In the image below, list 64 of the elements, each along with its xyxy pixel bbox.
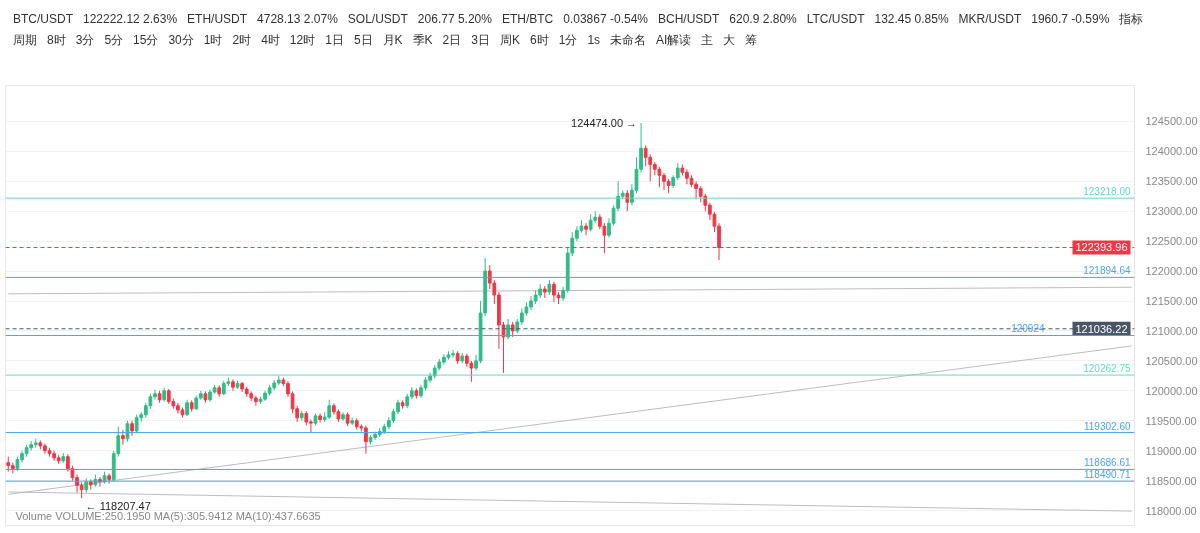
y-tick-label: 123000.00 <box>1145 205 1198 218</box>
ref-line-label: 120924 <box>1011 323 1045 335</box>
text: 主 <box>701 32 714 50</box>
text: 1日 <box>325 32 344 50</box>
text: 0.03867 -0.54% <box>563 11 648 28</box>
text: AI解读 <box>656 32 692 50</box>
text: MKR/USDT <box>958 11 1022 28</box>
y-tick-label: 121000.00 <box>1145 324 1198 337</box>
ref-line-label: 119302.60 <box>1083 420 1131 432</box>
text: 月K <box>382 32 403 50</box>
y-tick-label: 123500.00 <box>1145 175 1198 188</box>
y-tick-label: 118500.00 <box>1145 474 1197 487</box>
text: 周K <box>499 32 520 50</box>
text: 4时 <box>261 32 280 50</box>
text: 季K <box>412 32 433 50</box>
text: 大 <box>723 32 736 50</box>
ref-line-label: 121894.64 <box>1083 265 1131 277</box>
text: 3日 <box>471 32 490 50</box>
text: 未命名 <box>610 32 647 50</box>
text: SOL/USDT <box>347 11 408 28</box>
ref-line-label: 118490.71 <box>1083 469 1131 481</box>
text: 1分 <box>558 32 578 50</box>
text: 132.45 0.85% <box>874 11 949 28</box>
y-tick-label: 124000.00 <box>1145 145 1198 158</box>
y-tick-label: 122000.00 <box>1145 265 1198 278</box>
text: 3分 <box>75 32 95 50</box>
text: 122222.12 2.63% <box>83 11 178 28</box>
text: ETH/USDT <box>187 11 248 28</box>
y-tick-label: 119500.00 <box>1145 414 1197 427</box>
text: 12时 <box>289 32 316 50</box>
text: 4728.13 2.07% <box>257 11 338 28</box>
y-tick-label: 122500.00 <box>1145 235 1198 248</box>
text: 1时 <box>203 32 223 50</box>
text: 5日 <box>353 32 373 50</box>
ref-line-label: 121036.22 <box>1075 322 1128 335</box>
text: 206.77 5.20% <box>417 11 492 28</box>
text: 1s <box>587 32 601 50</box>
text: 筹 <box>745 32 758 50</box>
ref-line-label: 118686.61 <box>1083 457 1131 469</box>
text: BCH/USDT <box>658 11 720 28</box>
text: 620.9 2.80% <box>729 11 797 28</box>
ref-line-label: 123218.00 <box>1083 186 1131 198</box>
y-tick-label: 118000.00 <box>1145 504 1197 517</box>
text: 1960.7 -0.59% <box>1031 11 1110 28</box>
text: 8时 <box>47 32 66 50</box>
y-tick-label: 124500.00 <box>1145 115 1198 128</box>
text: 5分 <box>104 32 124 50</box>
text: 指标 <box>1119 11 1144 28</box>
text: ETH/BTC <box>501 11 554 28</box>
text: 6时 <box>530 32 549 50</box>
text: LTC/USDT <box>806 11 865 28</box>
y-tick-label: 121500.00 <box>1145 295 1198 308</box>
text: 2时 <box>232 32 252 50</box>
y-tick-label: 119000.00 <box>1145 444 1197 457</box>
annotation: 124474.00 → <box>571 116 638 129</box>
y-tick-label: 120000.00 <box>1145 384 1198 397</box>
text: BTC/USDT <box>13 11 73 28</box>
y-tick-label: 120500.00 <box>1145 354 1198 367</box>
text: 30分 <box>168 32 194 50</box>
text: 15分 <box>133 32 159 50</box>
text: 周期 <box>13 32 37 50</box>
ref-line-label: 122393.96 <box>1075 241 1128 254</box>
ref-line-label: 120262.75 <box>1083 363 1131 375</box>
text: 2日 <box>442 32 462 50</box>
